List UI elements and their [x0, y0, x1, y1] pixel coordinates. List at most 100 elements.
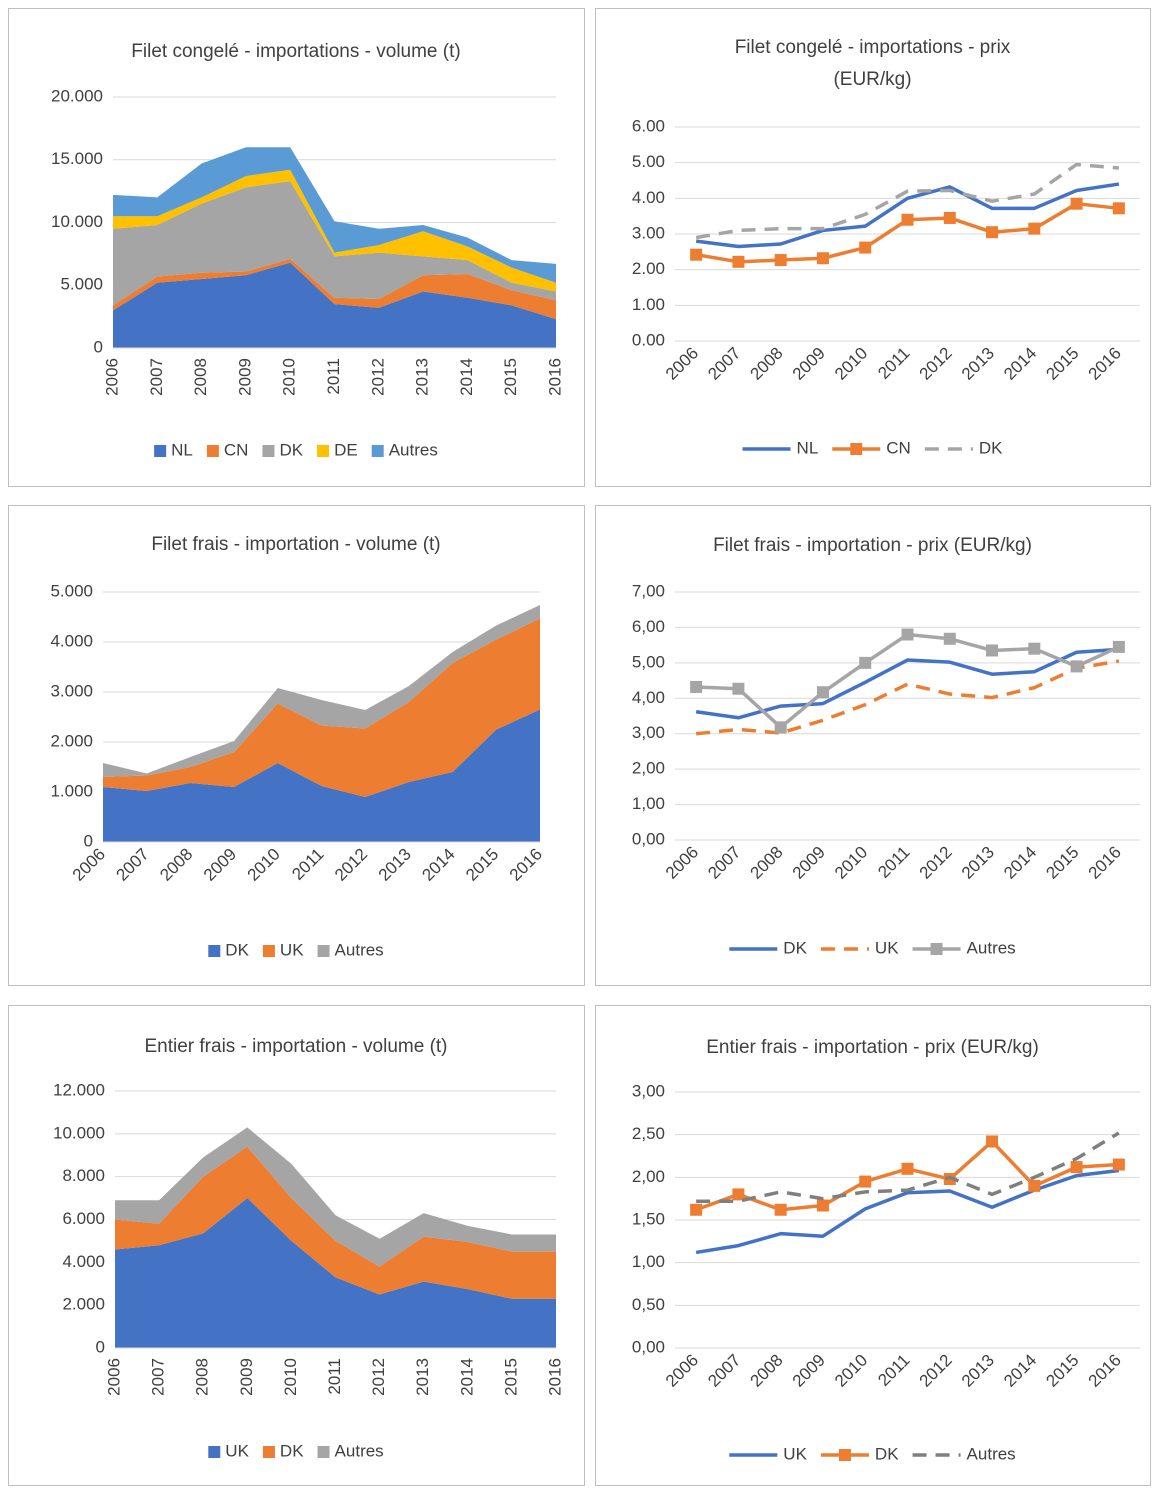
x-tick-label: 2012 [331, 845, 371, 885]
x-tick-label: 2012 [368, 358, 387, 396]
legend-swatch [208, 1446, 221, 1458]
area [115, 1127, 556, 1267]
x-tick-label: 2007 [147, 358, 166, 396]
marker [1028, 642, 1041, 655]
x-tick-label: 2008 [746, 1351, 786, 1391]
legend-label: UK [225, 1441, 249, 1460]
legend-label: DK [979, 438, 1003, 457]
x-tick-label: 2016 [545, 1358, 564, 1396]
marker [859, 656, 872, 669]
x-tick-label: 2006 [662, 843, 702, 883]
x-tick-label: 2009 [235, 358, 254, 396]
legend-swatch [262, 1446, 275, 1458]
x-tick-label: 2014 [457, 358, 476, 396]
y-tick-label: 10.000 [51, 212, 103, 231]
marker [1070, 660, 1083, 673]
legend-label: DK [225, 940, 249, 959]
legend-swatch [262, 445, 275, 457]
x-tick-label: 2015 [1042, 843, 1082, 883]
legend-label: DK [783, 938, 807, 957]
marker [901, 628, 914, 641]
x-tick-label: 2013 [958, 344, 998, 384]
marker [816, 1199, 829, 1212]
legend-label: CN [224, 440, 249, 459]
y-tick-label: 4.000 [62, 1252, 105, 1271]
legend-swatch [262, 945, 275, 957]
area [115, 1198, 556, 1348]
y-tick-label: 0 [94, 337, 103, 356]
y-tick-label: 8.000 [62, 1166, 105, 1185]
area [113, 258, 556, 320]
y-tick-label: 20.000 [51, 86, 103, 105]
y-tick-label: 1.000 [50, 781, 93, 800]
y-tick-label: 1,00 [632, 1252, 665, 1271]
legend-swatch [371, 445, 384, 457]
panel-border [595, 1005, 1151, 1486]
y-tick-label: 1,00 [632, 794, 665, 813]
x-tick-label: 2006 [102, 358, 121, 396]
x-tick-label: 2009 [789, 843, 829, 883]
y-tick-label: 7,00 [632, 581, 665, 600]
x-tick-label: 2008 [746, 344, 786, 384]
legend-label: NL [171, 440, 193, 459]
marker [774, 721, 787, 734]
marker [901, 1162, 914, 1175]
marker [690, 1203, 703, 1216]
x-tick-label: 2016 [545, 358, 564, 396]
x-tick-label: 2016 [1085, 344, 1125, 384]
legend-swatch [317, 945, 330, 957]
x-tick-label: 2006 [69, 845, 109, 885]
line [695, 659, 1120, 736]
panel-border [8, 505, 585, 986]
line [695, 1168, 1120, 1255]
legend-label: Autres [967, 1444, 1016, 1463]
marker [986, 644, 999, 657]
y-tick-label: 0,00 [632, 1337, 665, 1356]
area [113, 147, 556, 283]
panel-border [595, 505, 1151, 986]
x-tick-label: 2014 [1000, 1351, 1040, 1391]
legend-swatch [154, 445, 167, 457]
chart-title: Filet frais - importation - prix (EUR/kg… [713, 535, 1032, 556]
x-tick-label: 2007 [704, 843, 744, 883]
legend-label: DK [279, 440, 303, 459]
x-tick-label: 2016 [506, 845, 546, 885]
legend: NL CN DK DE Autres [154, 440, 438, 459]
marker [816, 686, 829, 699]
x-tick-label: 2015 [462, 845, 502, 885]
x-tick-label: 2007 [704, 1351, 744, 1391]
y-tick-label: 1.00 [632, 295, 665, 314]
x-tick-label: 2014 [1000, 344, 1040, 384]
marker [859, 241, 872, 254]
y-tick-label: 0,00 [632, 829, 665, 848]
legend: DK UK Autres [729, 938, 1016, 957]
y-tick-label: 2,00 [632, 759, 665, 778]
x-tick-label: 2010 [281, 1358, 300, 1396]
x-tick-label: 2013 [958, 843, 998, 883]
legend-label: Autres [335, 1441, 384, 1460]
marker [816, 252, 829, 265]
chart-title: Entier frais - importation - prix (EUR/k… [706, 1037, 1039, 1058]
marker [732, 255, 745, 268]
legend-label: Autres [335, 940, 384, 959]
legend-marker [838, 1449, 851, 1461]
y-tick-label: 2.000 [50, 731, 93, 750]
y-tick-label: 5,00 [632, 652, 665, 671]
line [696, 1131, 1120, 1203]
legend: NL CN DK [742, 438, 1003, 457]
x-tick-label: 2015 [1042, 344, 1082, 384]
x-tick-label: 2007 [113, 845, 153, 885]
line [695, 1139, 1119, 1212]
x-tick-label: 2011 [288, 845, 327, 884]
legend-label: DK [875, 1444, 899, 1463]
legend-marker [930, 943, 943, 955]
line [695, 182, 1120, 249]
x-tick-label: 2010 [831, 1351, 871, 1391]
x-tick-label: 2012 [369, 1358, 388, 1396]
y-tick-label: 4.000 [50, 631, 93, 650]
x-tick-label: 2012 [916, 1351, 956, 1391]
marker [1112, 1158, 1125, 1171]
y-tick-label: 15.000 [51, 149, 103, 168]
line [695, 647, 1119, 720]
